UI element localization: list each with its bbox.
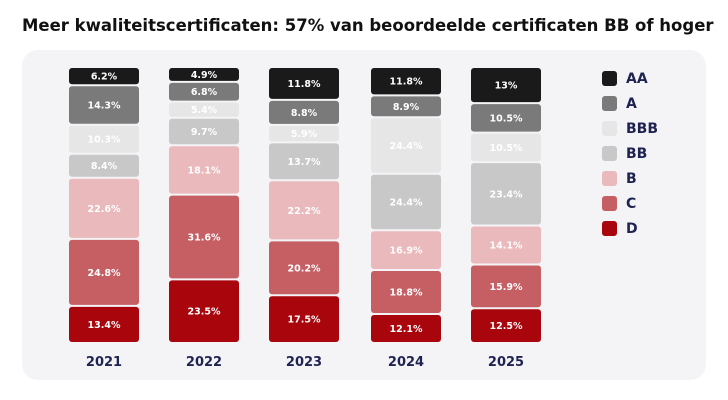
data-label-bbb-2023: 5.9% (291, 129, 318, 140)
bar-segment-c-2024 (371, 270, 441, 313)
x-tick-label-2025: 2025 (488, 355, 524, 370)
bar-segment-d-2021 (69, 306, 139, 342)
bar-segment-bbb-2024 (371, 118, 441, 173)
bar-segment-a-2022 (169, 82, 239, 101)
legend-item-a: A (602, 93, 712, 114)
data-label-b-2022: 18.1% (188, 165, 221, 176)
legend-label-aa: AA (626, 70, 648, 87)
bar-segment-b-2021 (69, 178, 139, 238)
legend: AA A BBB BB B C D (602, 68, 712, 243)
bar-segment-b-2022 (169, 146, 239, 194)
legend-item-bbb: BBB (602, 118, 712, 139)
data-label-d-2024: 12.1% (390, 324, 423, 335)
data-label-a-2022: 6.8% (191, 87, 218, 98)
data-label-b-2023: 22.2% (288, 206, 321, 217)
bar-segment-bbb-2021 (69, 125, 139, 153)
x-tick-label-2022: 2022 (186, 355, 222, 370)
data-label-aa-2025: 13% (495, 81, 518, 92)
legend-swatch-bbb (602, 121, 617, 136)
bar-segment-d-2025 (471, 309, 541, 342)
legend-item-d: D (602, 218, 712, 239)
legend-swatch-d (602, 221, 617, 236)
data-label-aa-2022: 4.9% (191, 70, 218, 81)
legend-label-bbb: BBB (626, 120, 659, 137)
data-label-c-2024: 18.8% (390, 287, 423, 298)
bar-segment-a-2025 (471, 104, 541, 132)
bar-segment-aa-2024 (371, 68, 441, 95)
data-label-bb-2023: 13.7% (288, 157, 321, 168)
data-label-a-2024: 8.9% (393, 102, 420, 113)
bar-segment-a-2021 (69, 86, 139, 124)
data-label-bbb-2025: 10.5% (490, 143, 523, 154)
data-label-bb-2025: 23.4% (490, 189, 523, 200)
legend-label-c: C (626, 195, 637, 212)
legend-item-aa: AA (602, 68, 712, 89)
bar-segment-bbb-2023 (269, 125, 339, 142)
bar-segment-bb-2021 (69, 154, 139, 177)
bar-segment-c-2025 (471, 265, 541, 308)
bar-segment-aa-2023 (269, 68, 339, 99)
data-label-d-2022: 23.5% (188, 307, 221, 318)
data-label-bb-2022: 9.7% (191, 127, 218, 138)
bar-segment-b-2023 (269, 181, 339, 240)
data-label-a-2025: 10.5% (490, 113, 523, 124)
data-label-b-2024: 16.9% (390, 246, 423, 257)
data-label-aa-2024: 11.8% (390, 77, 423, 88)
data-label-a-2021: 14.3% (88, 100, 121, 111)
data-label-bbb-2022: 5.4% (191, 105, 218, 116)
bar-segment-aa-2021 (69, 68, 139, 85)
legend-swatch-b (602, 171, 617, 186)
legend-item-c: C (602, 193, 712, 214)
data-label-b-2021: 22.6% (88, 204, 121, 215)
legend-label-d: D (626, 220, 638, 237)
bar-segment-c-2022 (169, 195, 239, 279)
bar-segment-bbb-2025 (471, 133, 541, 162)
data-label-c-2021: 24.8% (88, 268, 121, 279)
data-label-bbb-2024: 24.4% (390, 141, 423, 152)
legend-item-bb: BB (602, 143, 712, 164)
data-label-c-2025: 15.9% (490, 282, 523, 293)
x-tick-label-2024: 2024 (388, 355, 424, 370)
bar-segment-a-2024 (371, 96, 441, 117)
legend-swatch-c (602, 196, 617, 211)
legend-label-bb: BB (626, 145, 648, 162)
data-label-aa-2021: 6.2% (91, 72, 118, 83)
bar-segment-a-2023 (269, 100, 339, 124)
legend-swatch-bb (602, 146, 617, 161)
bar-segment-d-2024 (371, 314, 441, 342)
bar-segment-c-2021 (69, 239, 139, 305)
data-label-d-2025: 12.5% (490, 321, 523, 332)
legend-label-b: B (626, 170, 637, 187)
data-label-bbb-2021: 10.3% (88, 135, 121, 146)
legend-swatch-aa (602, 71, 617, 86)
bar-segment-bb-2023 (269, 143, 339, 180)
bar-segment-bb-2024 (371, 174, 441, 230)
data-label-d-2021: 13.4% (88, 320, 121, 331)
bar-segment-aa-2025 (471, 68, 541, 103)
data-label-b-2025: 14.1% (490, 241, 523, 252)
bar-segment-bb-2025 (471, 163, 541, 225)
data-label-c-2022: 31.6% (188, 233, 221, 244)
legend-swatch-a (602, 96, 617, 111)
x-tick-label-2023: 2023 (286, 355, 322, 370)
x-tick-label-2021: 2021 (86, 355, 122, 370)
bar-segment-aa-2022 (169, 68, 239, 81)
chart-title: Meer kwaliteitscertificaten: 57% van beo… (22, 16, 714, 35)
data-label-aa-2023: 11.8% (288, 79, 321, 90)
legend-item-b: B (602, 168, 712, 189)
bar-segment-bbb-2022 (169, 102, 239, 117)
bar-segment-d-2022 (169, 280, 239, 342)
legend-label-a: A (626, 95, 637, 112)
data-label-bb-2024: 24.4% (390, 197, 423, 208)
bar-segment-bb-2022 (169, 118, 239, 145)
data-label-bb-2021: 8.4% (91, 161, 118, 172)
bar-segment-c-2023 (269, 241, 339, 295)
data-label-a-2023: 8.8% (291, 108, 318, 119)
data-label-c-2023: 20.2% (288, 263, 321, 274)
bar-segment-b-2025 (471, 226, 541, 264)
bar-segment-d-2023 (269, 296, 339, 342)
data-label-d-2023: 17.5% (288, 315, 321, 326)
bar-segment-b-2024 (371, 231, 441, 269)
